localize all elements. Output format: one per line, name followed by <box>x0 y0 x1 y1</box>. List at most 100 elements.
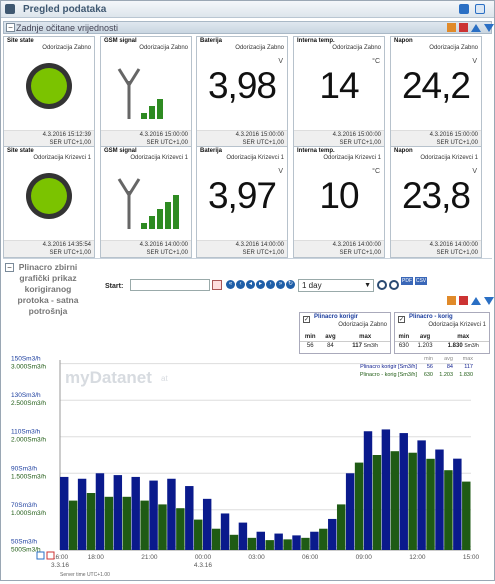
tile-timezone: SER UTC+1,00 <box>242 140 284 146</box>
bar-series2 <box>462 481 471 550</box>
tile-title: Napon <box>394 148 413 154</box>
x-tick-label: 12:00 <box>409 554 426 561</box>
tile-title: Site state <box>7 148 34 154</box>
legend-table-value: 1.203 <box>439 372 453 378</box>
arrow-up-icon[interactable] <box>471 23 481 32</box>
signal-bar <box>157 99 163 119</box>
bar-series2 <box>265 540 274 550</box>
tile-value: 3,97 <box>207 175 277 216</box>
prev-icon[interactable]: ◂ <box>246 280 255 289</box>
bar-series1 <box>453 458 462 550</box>
next-icon[interactable]: › <box>266 280 275 289</box>
legend-table-name: Plinacro korigir [Sm3/h] <box>360 364 417 370</box>
bar-series1 <box>363 431 373 550</box>
tile-timezone: SER UTC+1,00 <box>436 140 478 146</box>
avg-value: 1.203 <box>417 343 433 349</box>
bar-series2 <box>354 462 364 550</box>
export-csv-button[interactable]: CSV <box>415 277 427 285</box>
bar-series1 <box>310 531 319 550</box>
bar-series1 <box>274 533 283 550</box>
x-date-label: 4.3.16 <box>194 562 212 569</box>
max-value: 1.830 Sm3/h <box>447 343 479 349</box>
minimize-icon[interactable] <box>459 296 468 305</box>
refresh-icon[interactable]: ↻ <box>286 280 295 289</box>
zoom-out-icon[interactable] <box>389 280 399 290</box>
tile-value: Napon Odorizacija Zabno V 24,2 4.3.2016 15… <box>390 36 482 148</box>
play-icon[interactable]: ▸ <box>256 280 265 289</box>
bar-series2 <box>426 458 435 550</box>
tile-gsm: GSM signal Odorizacija Zabno 4.3.2016 15… <box>100 36 192 148</box>
right-tick-label: 2.500Sm3/h <box>11 400 46 407</box>
status-indicator-icon <box>26 173 72 219</box>
arrow-up-icon[interactable] <box>471 296 481 305</box>
bar-series2 <box>104 496 114 550</box>
expand-arrow-icon[interactable] <box>5 4 15 14</box>
server-time-label: Server time UTC+1.00 <box>60 572 110 578</box>
period-select[interactable]: 1 day ▼ <box>298 279 374 292</box>
tile-footer: 4.3.2016 15:00:00 SER UTC+1,00 <box>391 130 481 147</box>
overview-controls <box>447 23 494 32</box>
zoom-icon[interactable] <box>377 280 387 290</box>
prev-page-icon[interactable]: ‹ <box>236 280 245 289</box>
bar-series2 <box>444 470 453 550</box>
share-icon[interactable] <box>459 4 469 14</box>
legend-site: Odorizacija Zabno <box>338 322 387 328</box>
collapse-chart-icon[interactable]: − <box>5 263 14 272</box>
x-tick-label: 06:00 <box>302 554 319 561</box>
tile-site: Odorizacija Zabno <box>42 45 91 51</box>
bar-series1 <box>60 476 69 550</box>
tile-value: Napon Odorizacija Krizevci 1 V 23,8 4.3.20… <box>390 146 482 258</box>
bar-series1 <box>167 478 176 550</box>
edit-icon[interactable] <box>447 296 456 305</box>
right-tick-label: 1.500Sm3/h <box>11 473 46 480</box>
tile-timezone: SER UTC+1,00 <box>436 250 478 256</box>
tile-unit: V <box>278 168 283 175</box>
tile-time: 4.3.2016 15:00:00 <box>332 132 381 138</box>
bar-series2 <box>158 504 167 550</box>
bar-series2 <box>390 451 400 550</box>
tile-title: GSM signal <box>104 38 137 44</box>
bar-series1 <box>131 476 140 550</box>
collapse-icon[interactable]: − <box>6 23 15 32</box>
tile-footer: 4.3.2016 14:00:00 SER UTC+1,00 <box>391 240 481 257</box>
legend-stats: min avg max 630 1.203 1.830 Sm3/h <box>395 333 489 350</box>
bar-series1 <box>149 480 158 550</box>
minimize-icon[interactable] <box>459 23 468 32</box>
chart-area[interactable]: 50Sm3/h 500Sm3/h 70Sm3/h 1.000Sm3/h 90Sm3/h 1… <box>3 355 492 579</box>
edit-icon[interactable] <box>447 23 456 32</box>
arrow-down-icon[interactable] <box>484 23 494 32</box>
tile-footer: 4.3.2016 15:00:00 SER UTC+1,00 <box>197 130 287 147</box>
watermark: myDatanet <box>65 368 152 387</box>
x-tick-label: 21:00 <box>141 554 158 561</box>
tile-value: Interna temp. Odorizacija Zabno °C 14 4.3.… <box>293 36 385 148</box>
export-pdf-button[interactable]: PDF <box>401 277 413 285</box>
tile-footer: 4.3.2016 15:12:39 SER UTC+1,00 <box>4 130 94 147</box>
last-page-icon[interactable]: » <box>276 280 285 289</box>
x-tick-label: 18:00 <box>88 554 105 561</box>
signal-bar <box>172 84 180 120</box>
tile-time: 4.3.2016 15:12:39 <box>42 132 91 138</box>
tile-value: 23,8 <box>401 175 471 216</box>
start-date-input[interactable] <box>130 279 210 291</box>
min-header: min <box>300 333 321 342</box>
series2-checkbox[interactable]: ✓ <box>398 316 405 323</box>
series1-checkbox[interactable]: ✓ <box>303 316 310 323</box>
bar-series2 <box>247 537 257 550</box>
calendar-icon[interactable] <box>212 280 222 290</box>
start-label: Start: <box>105 283 124 290</box>
bar-series2 <box>211 528 221 550</box>
tile-footer: 4.3.2016 14:35:54 SER UTC+1,00 <box>4 240 94 257</box>
first-page-icon[interactable]: « <box>226 280 235 289</box>
bar-series1 <box>256 531 265 550</box>
avg-header: avg <box>320 333 341 342</box>
legend-table-value: 84 <box>447 364 453 370</box>
pdf-icon[interactable] <box>475 4 485 14</box>
bar-chart[interactable]: 50Sm3/h500Sm3/h70Sm3/h1.000Sm3/h90Sm3/h1… <box>3 355 492 579</box>
x-tick-label: 03:00 <box>248 554 265 561</box>
tile-value: 10 <box>319 175 359 216</box>
tile-value: Baterija Odorizacija Zabno V 3,98 4.3.2016… <box>196 36 288 148</box>
bar-series1 <box>328 518 337 550</box>
bar-series2 <box>122 496 131 550</box>
bar-series1 <box>220 513 230 550</box>
arrow-down-icon[interactable] <box>484 296 494 305</box>
